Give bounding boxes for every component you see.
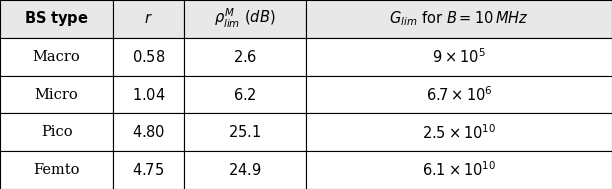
Text: $G_{\mathit{lim}}\ \mathrm{for}\ B=10\,MHz$: $G_{\mathit{lim}}\ \mathrm{for}\ B=10\,M…: [389, 10, 529, 28]
Bar: [0, 38, 113, 76]
Bar: [113, 151, 184, 189]
Bar: [184, 38, 306, 76]
Bar: [0, 151, 113, 189]
Text: $24.9$: $24.9$: [228, 162, 261, 178]
Text: $4.80$: $4.80$: [132, 124, 165, 140]
Bar: [184, 113, 306, 151]
Bar: [0, 76, 113, 113]
Text: $1.04$: $1.04$: [132, 87, 165, 102]
Text: $9 \times 10^{5}$: $9 \times 10^{5}$: [432, 47, 486, 66]
Bar: [113, 113, 184, 151]
Text: $4.75$: $4.75$: [132, 162, 165, 178]
Text: $\rho_{\mathit{lim}}^{M}\ \mathit{(dB)}$: $\rho_{\mathit{lim}}^{M}\ \mathit{(dB)}$: [214, 7, 275, 30]
Text: $2.5 \times 10^{10}$: $2.5 \times 10^{10}$: [422, 123, 496, 142]
Text: Micro: Micro: [35, 88, 78, 101]
Text: $6.2$: $6.2$: [233, 87, 256, 102]
Text: Pico: Pico: [41, 125, 72, 139]
Text: $\mathit{r}$: $\mathit{r}$: [144, 11, 153, 26]
Bar: [184, 151, 306, 189]
Text: $0.58$: $0.58$: [132, 49, 165, 65]
Text: $2.6$: $2.6$: [233, 49, 257, 65]
Text: $25.1$: $25.1$: [228, 124, 261, 140]
Text: Femto: Femto: [34, 163, 80, 177]
Text: $6.1 \times 10^{10}$: $6.1 \times 10^{10}$: [422, 161, 496, 179]
Bar: [184, 76, 306, 113]
Bar: [306, 38, 612, 76]
Bar: [113, 0, 184, 38]
Bar: [306, 113, 612, 151]
Bar: [306, 151, 612, 189]
Bar: [0, 113, 113, 151]
Text: Macro: Macro: [32, 50, 81, 64]
Bar: [184, 0, 306, 38]
Bar: [306, 0, 612, 38]
Bar: [113, 38, 184, 76]
Text: $\mathbf{BS\ type}$: $\mathbf{BS\ type}$: [24, 9, 89, 28]
Bar: [306, 76, 612, 113]
Text: $6.7 \times 10^{6}$: $6.7 \times 10^{6}$: [425, 85, 493, 104]
Bar: [113, 76, 184, 113]
Bar: [0, 0, 113, 38]
